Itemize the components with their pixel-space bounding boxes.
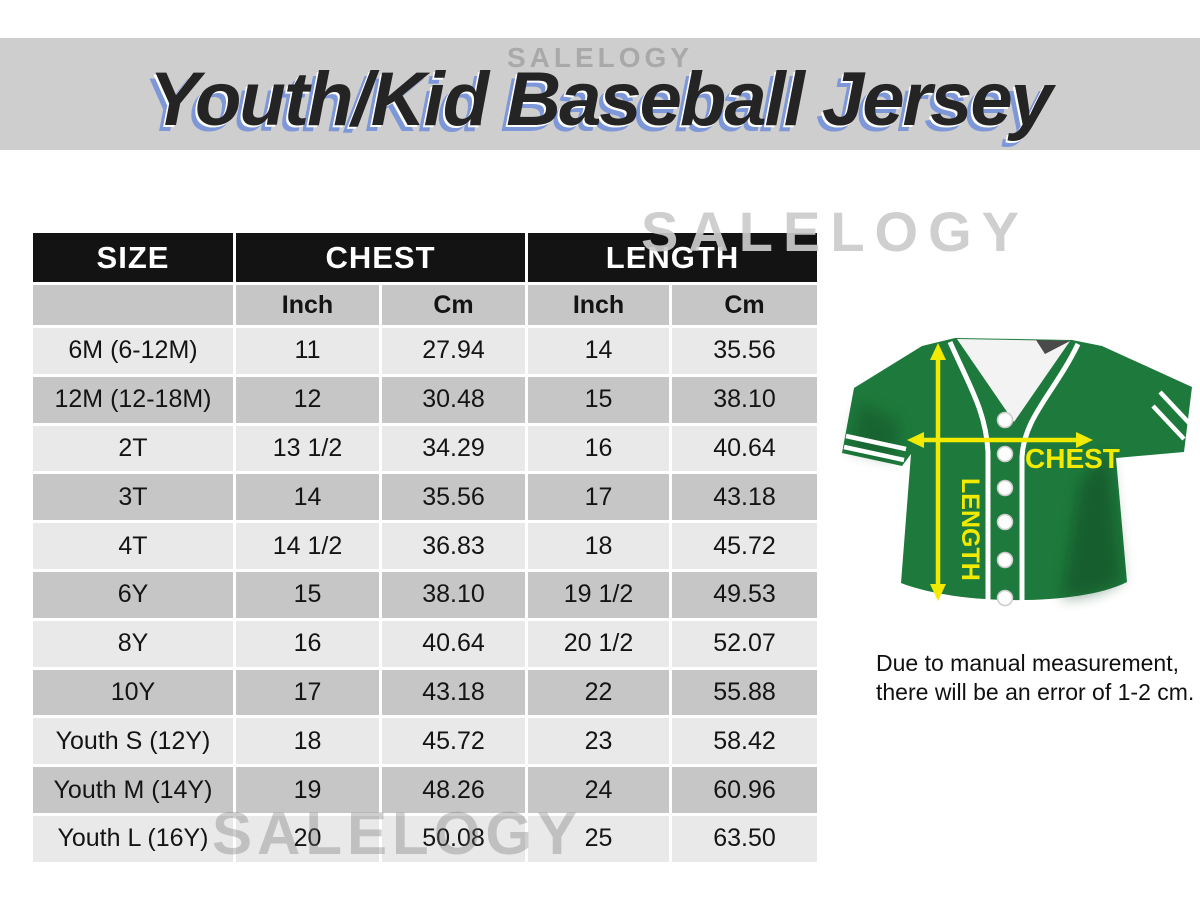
table-row: 6M (6-12M) 11 27.94 14 35.56 <box>33 328 818 374</box>
value-cell: 17 <box>236 669 379 716</box>
note-line-1: Due to manual measurement, <box>876 650 1179 676</box>
value-cell: 16 <box>236 620 379 667</box>
unit-header-length-cm: Cm <box>672 285 818 325</box>
size-cell: 6M (6-12M) <box>33 328 233 374</box>
note-line-2: there will be an error of 1-2 cm. <box>876 679 1195 705</box>
value-cell: 27.94 <box>382 328 526 374</box>
title-band: Youth/Kid Baseball Jersey <box>0 38 1200 150</box>
size-table-body: 6M (6-12M) 11 27.94 14 35.56 12M (12-18M) 12 30… <box>33 328 818 862</box>
col-header-chest: CHEST <box>236 233 526 282</box>
table-row: 4T 14 1/2 36.83 18 45.72 <box>33 523 818 569</box>
value-cell: 18 <box>236 718 379 765</box>
jersey-neck <box>957 339 1070 422</box>
value-cell: 20 1/2 <box>528 620 670 667</box>
value-cell: 43.18 <box>672 474 818 521</box>
size-cell: 4T <box>33 523 233 569</box>
corner-cell <box>33 285 233 325</box>
value-cell: 19 1/2 <box>528 571 670 618</box>
size-cell: Youth S (12Y) <box>33 718 233 765</box>
table-unit-row: Inch Cm Inch Cm <box>33 285 818 325</box>
hem-piping <box>957 619 1068 628</box>
value-cell: 11 <box>236 328 379 374</box>
value-cell: 18 <box>528 523 670 569</box>
value-cell: 20 <box>236 815 379 862</box>
col-header-size: SIZE <box>33 233 233 282</box>
value-cell: 14 1/2 <box>236 523 379 569</box>
value-cell: 63.50 <box>672 815 818 862</box>
value-cell: 34.29 <box>382 425 526 472</box>
value-cell: 58.42 <box>672 718 818 765</box>
value-cell: 45.72 <box>672 523 818 569</box>
value-cell: 25 <box>528 815 670 862</box>
value-cell: 16 <box>528 425 670 472</box>
size-cell: 10Y <box>33 669 233 716</box>
placket-piping-left <box>947 340 991 620</box>
value-cell: 15 <box>236 571 379 618</box>
value-cell: 36.83 <box>382 523 526 569</box>
size-cell: 8Y <box>33 620 233 667</box>
size-cell: 6Y <box>33 571 233 618</box>
jersey-illustration: CHEST LENGTH <box>842 338 1192 628</box>
table-row: 3T 14 35.56 17 43.18 <box>33 474 818 521</box>
value-cell: 60.96 <box>672 767 818 813</box>
sleeve-stripes <box>843 390 1192 463</box>
value-cell: 52.07 <box>672 620 818 667</box>
size-cell: Youth M (14Y) <box>33 767 233 813</box>
length-label: LENGTH <box>956 478 984 581</box>
jersey-shade-right <box>1062 452 1122 598</box>
chest-arrow <box>907 432 1093 448</box>
unit-header-chest-cm: Cm <box>382 285 526 325</box>
size-cell: 2T <box>33 425 233 472</box>
unit-header-length-inch: Inch <box>528 285 670 325</box>
value-cell: 35.56 <box>672 328 818 374</box>
size-cell: 12M (12-18M) <box>33 376 233 423</box>
value-cell: 48.26 <box>382 767 526 813</box>
table-header-row: SIZE CHEST LENGTH <box>33 233 818 282</box>
value-cell: 23 <box>528 718 670 765</box>
table-row: 8Y 16 40.64 20 1/2 52.07 <box>33 620 818 667</box>
table-row: Youth M (14Y) 19 48.26 24 60.96 <box>33 767 818 813</box>
value-cell: 24 <box>528 767 670 813</box>
jersey-buttons <box>996 411 1014 607</box>
unit-header-chest-inch: Inch <box>236 285 379 325</box>
table-row: Youth S (12Y) 18 45.72 23 58.42 <box>33 718 818 765</box>
table-row: 12M (12-18M) 12 30.48 15 38.10 <box>33 376 818 423</box>
jersey-collar-back <box>1036 340 1070 354</box>
value-cell: 14 <box>528 328 670 374</box>
value-cell: 38.10 <box>672 376 818 423</box>
page-title: Youth/Kid Baseball Jersey <box>149 57 1053 142</box>
value-cell: 14 <box>236 474 379 521</box>
value-cell: 15 <box>528 376 670 423</box>
value-cell: 19 <box>236 767 379 813</box>
table-row: Youth L (16Y) 20 50.08 25 63.50 <box>33 815 818 862</box>
value-cell: 45.72 <box>382 718 526 765</box>
length-arrow <box>930 343 946 601</box>
chest-label: CHEST <box>1025 443 1120 474</box>
table-row: 2T 13 1/2 34.29 16 40.64 <box>33 425 818 472</box>
measurement-note: Due to manual measurement, there will be… <box>876 649 1194 707</box>
size-cell: Youth L (16Y) <box>33 815 233 862</box>
table-row: 6Y 15 38.10 19 1/2 49.53 <box>33 571 818 618</box>
col-header-length: LENGTH <box>528 233 818 282</box>
value-cell: 55.88 <box>672 669 818 716</box>
size-cell: 3T <box>33 474 233 521</box>
size-chart-table: SIZE CHEST LENGTH Inch Cm Inch Cm 6M (6-… <box>30 230 820 865</box>
value-cell: 50.08 <box>382 815 526 862</box>
value-cell: 35.56 <box>382 474 526 521</box>
value-cell: 12 <box>236 376 379 423</box>
value-cell: 38.10 <box>382 571 526 618</box>
value-cell: 30.48 <box>382 376 526 423</box>
value-cell: 22 <box>528 669 670 716</box>
table-row: 10Y 17 43.18 22 55.88 <box>33 669 818 716</box>
value-cell: 49.53 <box>672 571 818 618</box>
value-cell: 13 1/2 <box>236 425 379 472</box>
value-cell: 43.18 <box>382 669 526 716</box>
placket-piping-right <box>1019 342 1081 624</box>
value-cell: 40.64 <box>672 425 818 472</box>
value-cell: 40.64 <box>382 620 526 667</box>
value-cell: 17 <box>528 474 670 521</box>
jersey-diagram: CHEST LENGTH <box>840 332 1196 654</box>
